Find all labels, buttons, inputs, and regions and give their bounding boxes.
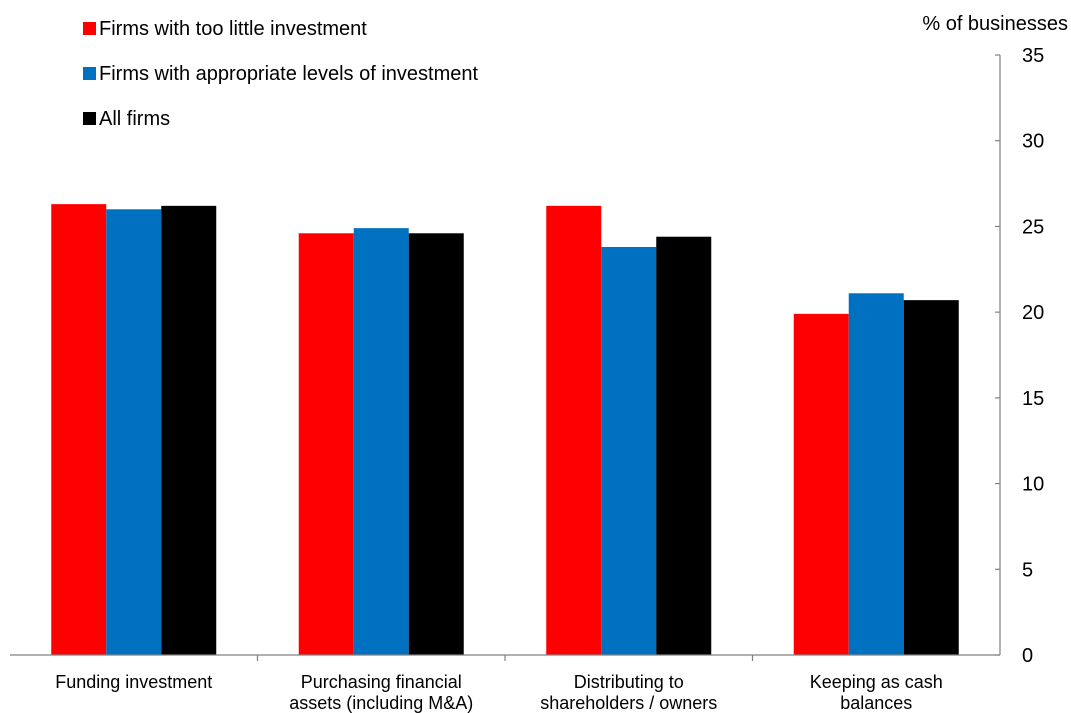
bar bbox=[793, 313, 849, 655]
y-tick-label: 30 bbox=[1022, 131, 1044, 153]
legend: Firms with too little investment Firms wi… bbox=[83, 18, 478, 130]
y-tick-label: 10 bbox=[1022, 474, 1044, 496]
legend-swatch bbox=[83, 22, 96, 35]
bar bbox=[298, 233, 354, 656]
x-category-label: Distributing to shareholders / owners bbox=[540, 672, 717, 713]
legend-label: All firms bbox=[99, 108, 170, 130]
bar bbox=[903, 300, 959, 655]
bar bbox=[656, 236, 712, 655]
y-tick-label: 0 bbox=[1022, 645, 1033, 667]
bar bbox=[51, 204, 107, 655]
y-tick-label: 25 bbox=[1022, 216, 1044, 238]
bar bbox=[546, 205, 602, 655]
legend-swatch bbox=[83, 112, 96, 125]
bar bbox=[408, 233, 464, 656]
legend-label: Firms with appropriate levels of investm… bbox=[99, 63, 478, 85]
bar bbox=[106, 209, 162, 656]
bar bbox=[353, 228, 409, 655]
y-tick-label: 15 bbox=[1022, 388, 1044, 410]
x-category-label: Purchasing financial assets (including M&… bbox=[289, 672, 473, 713]
bar bbox=[601, 247, 657, 655]
x-category-label: Funding investment bbox=[55, 672, 212, 692]
legend-swatch bbox=[83, 67, 96, 80]
y-tick-label: 20 bbox=[1022, 302, 1044, 324]
bar bbox=[848, 293, 904, 655]
x-category-label: Keeping as cash balances bbox=[810, 672, 943, 713]
y-tick-label: 35 bbox=[1022, 45, 1044, 67]
y-tick-label: 5 bbox=[1022, 559, 1033, 581]
axes: 0 5 10 15 20 25 30 35 bbox=[10, 45, 1044, 667]
category-labels: Funding investment Purchasing financial as… bbox=[55, 672, 943, 713]
legend-label: Firms with too little investment bbox=[99, 18, 367, 40]
bars bbox=[51, 204, 959, 656]
y-axis-unit-label: % of businesses bbox=[922, 13, 1068, 35]
bar bbox=[161, 205, 217, 655]
